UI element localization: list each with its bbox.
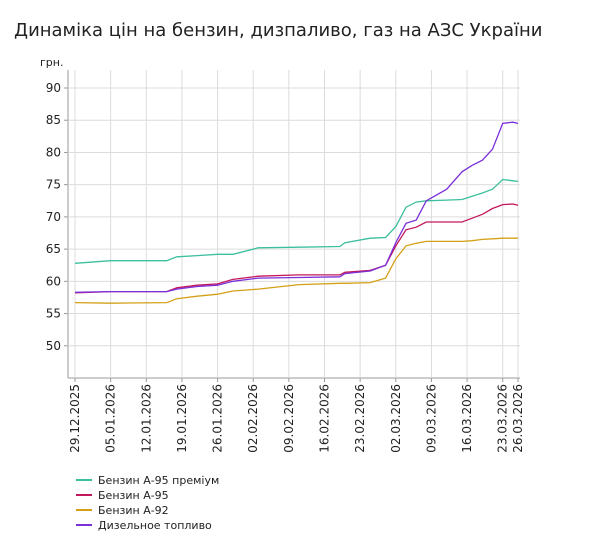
x-tick-label: 16.02.2026	[318, 384, 332, 453]
x-tick-label: 02.03.2026	[389, 384, 403, 453]
x-tick-label: 05.01.2026	[104, 384, 118, 453]
x-tick-label: 12.01.2026	[139, 384, 153, 453]
y-tick-label: 55	[46, 307, 61, 321]
x-tick-label: 23.03.2026	[496, 384, 510, 453]
chart-title: Динаміка цін на бензин, дизпаливо, газ н…	[14, 20, 542, 41]
y-tick-label: 80	[46, 145, 61, 159]
x-tick-label: 16.03.2026	[460, 384, 474, 453]
y-tick-label: 85	[46, 113, 61, 127]
x-tick-label: 29.12.2025	[68, 384, 82, 453]
x-tick-label: 02.02.2026	[246, 384, 260, 453]
series-line	[74, 121, 519, 293]
y-tick-label: 70	[46, 210, 61, 224]
series-line	[74, 237, 518, 304]
y-tick-label: 75	[46, 178, 61, 192]
y-tick-label: 60	[46, 274, 61, 288]
y-tick-label: 50	[46, 339, 61, 353]
x-tick-label: 26.01.2026	[211, 384, 225, 453]
y-tick-label: 65	[46, 242, 61, 256]
x-tick-label: 23.02.2026	[353, 384, 367, 453]
legend-label: Бензин А-95 преміум	[98, 474, 219, 487]
x-tick-label: 26.03.2026	[511, 384, 525, 453]
legend-label: Бензин А-95	[98, 489, 169, 502]
x-tick-label: 19.01.2026	[175, 384, 189, 453]
y-tick-label: 90	[46, 81, 61, 95]
x-tick-label: 09.02.2026	[282, 384, 296, 453]
legend-label: Бензин А-92	[98, 504, 169, 517]
x-tick-label: 09.03.2026	[424, 384, 438, 453]
series-line	[74, 178, 519, 264]
legend-label: Дизельное топливо	[98, 519, 212, 532]
y-axis-label: грн.	[40, 56, 63, 69]
